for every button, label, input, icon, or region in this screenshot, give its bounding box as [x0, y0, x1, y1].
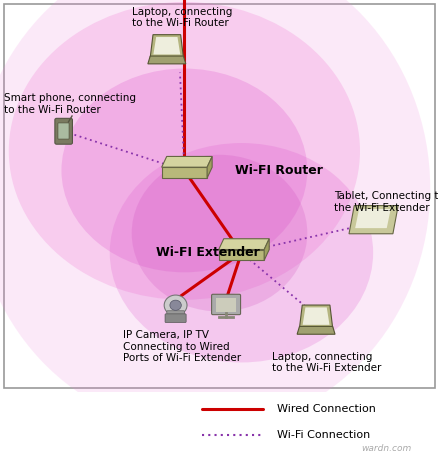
Circle shape [164, 295, 187, 315]
Text: wardn.com: wardn.com [360, 443, 410, 453]
Polygon shape [354, 209, 390, 228]
Polygon shape [153, 37, 180, 54]
Ellipse shape [131, 155, 307, 312]
Text: Wi-FI Router: Wi-FI Router [234, 164, 322, 177]
FancyBboxPatch shape [4, 4, 434, 388]
Text: Tablet, Connecting to
the Wi-Fi Extender: Tablet, Connecting to the Wi-Fi Extender [333, 191, 438, 212]
Text: Laptop, connecting
to the Wi-Fi Router: Laptop, connecting to the Wi-Fi Router [131, 7, 232, 29]
Polygon shape [161, 167, 207, 178]
Bar [58, 123, 69, 139]
Polygon shape [299, 305, 332, 328]
FancyBboxPatch shape [55, 118, 72, 144]
Ellipse shape [0, 0, 429, 431]
Polygon shape [148, 56, 185, 64]
FancyBboxPatch shape [166, 311, 184, 316]
Polygon shape [207, 156, 212, 178]
Text: Wi-Fi Connection: Wi-Fi Connection [276, 429, 369, 440]
Circle shape [170, 300, 181, 310]
Text: Wired Connection: Wired Connection [276, 404, 374, 414]
Polygon shape [218, 250, 264, 260]
Text: Wi-FI Extender: Wi-FI Extender [155, 246, 259, 259]
Polygon shape [264, 239, 268, 260]
Text: Laptop, connecting
to the Wi-Fi Extender: Laptop, connecting to the Wi-Fi Extender [272, 352, 381, 373]
Polygon shape [348, 206, 397, 234]
Bar [215, 298, 236, 312]
Polygon shape [302, 308, 329, 325]
Polygon shape [161, 156, 212, 167]
Text: IP Camera, IP TV
Connecting to Wired
Ports of Wi-Fi Extender: IP Camera, IP TV Connecting to Wired Por… [123, 330, 240, 363]
Ellipse shape [61, 68, 307, 272]
Ellipse shape [110, 143, 372, 362]
Ellipse shape [9, 2, 359, 300]
Polygon shape [218, 239, 268, 250]
Polygon shape [150, 35, 183, 58]
FancyBboxPatch shape [165, 314, 186, 323]
Polygon shape [297, 327, 334, 334]
FancyBboxPatch shape [211, 294, 240, 315]
Text: Smart phone, connecting
to the Wi-Fi Router: Smart phone, connecting to the Wi-Fi Rou… [4, 93, 136, 115]
